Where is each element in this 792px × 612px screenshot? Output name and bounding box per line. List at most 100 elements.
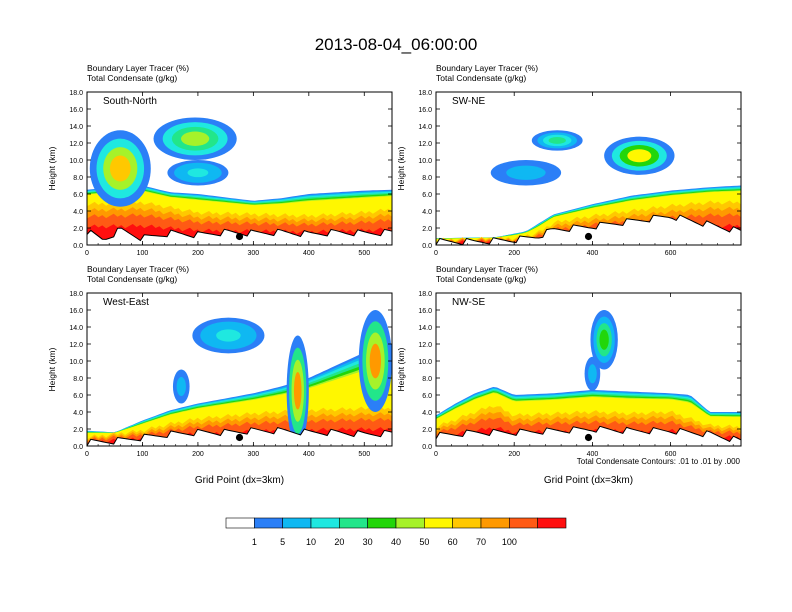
plot-area	[436, 310, 741, 446]
xtick-label: 300	[248, 250, 260, 257]
colorbar-label: 10	[306, 537, 316, 547]
ytick-label: 0.0	[422, 243, 432, 250]
colorbar-swatch	[424, 517, 453, 529]
y-axis-label: Height (km)	[396, 347, 406, 391]
ytick-label: 2.0	[422, 427, 432, 434]
ytick-label: 4.0	[422, 410, 432, 417]
colorbar-swatch	[225, 517, 255, 529]
panel-frame	[86, 91, 393, 246]
ytick-label: 8.0	[422, 175, 432, 182]
colorbar-label: 30	[363, 537, 373, 547]
ytick-label: 6.0	[422, 393, 432, 400]
panel-frame	[435, 91, 742, 246]
ytick-label: 4.0	[73, 410, 83, 417]
xtick-label: 0	[85, 250, 89, 257]
ytick-label: 18.0	[69, 90, 83, 97]
xtick-label: 400	[587, 451, 599, 458]
y-axis-label: Height (km)	[47, 347, 57, 391]
colorbar-label: 20	[334, 537, 344, 547]
plot-area	[87, 310, 392, 446]
panel-frame	[435, 292, 742, 447]
ytick-label: 14.0	[69, 124, 83, 131]
ytick-label: 10.0	[69, 158, 83, 165]
location-marker	[584, 433, 593, 442]
location-marker	[584, 232, 593, 241]
ytick-label: 2.0	[73, 427, 83, 434]
header-line2: Total Condensate (g/kg)	[87, 274, 177, 284]
xtick-label: 300	[248, 451, 260, 458]
panel-label: NW-SE	[452, 297, 485, 308]
terrain-line	[436, 214, 741, 245]
panel-label: West-East	[103, 297, 149, 308]
panel-0: South-North Boundary Layer Tracer (%)Tota…	[47, 63, 393, 257]
ytick-label: 18.0	[418, 291, 432, 298]
colorbar-swatch	[395, 517, 425, 529]
header-line2: Total Condensate (g/kg)	[436, 274, 526, 284]
ytick-label: 16.0	[69, 107, 83, 114]
header-line2: Total Condensate (g/kg)	[436, 73, 526, 83]
ytick-label: 18.0	[69, 291, 83, 298]
ytick-label: 6.0	[73, 192, 83, 199]
x-axis-label: Grid Point (dx=3km)	[544, 475, 633, 486]
xtick-label: 500	[358, 250, 370, 257]
terrain-line	[87, 427, 392, 446]
xtick-label: 0	[434, 451, 438, 458]
colorbar-swatch	[452, 517, 482, 529]
colorbar-swatch	[537, 517, 567, 529]
ytick-label: 16.0	[69, 308, 83, 315]
ytick-label: 6.0	[73, 393, 83, 400]
colorbar-swatch	[509, 517, 538, 529]
ytick-label: 8.0	[422, 376, 432, 383]
xtick-label: 200	[192, 250, 204, 257]
ytick-label: 8.0	[73, 175, 83, 182]
header-line1: Boundary Layer Tracer (%)	[436, 63, 538, 73]
panel-label: SW-NE	[452, 96, 485, 107]
ytick-label: 12.0	[418, 342, 432, 349]
xtick-label: 0	[434, 250, 438, 257]
xtick-label: 600	[665, 451, 677, 458]
header-line1: Boundary Layer Tracer (%)	[436, 264, 538, 274]
cloud-2-ring-3	[548, 136, 566, 144]
ytick-label: 4.0	[73, 209, 83, 216]
figure-title: 2013-08-04_06:00:00	[315, 35, 478, 54]
colorbar-label: 50	[419, 537, 429, 547]
terrain-line	[436, 425, 741, 443]
xtick-label: 500	[358, 451, 370, 458]
colorbar-swatch	[367, 517, 397, 529]
cloud-0-ring-3	[599, 329, 609, 350]
ytick-label: 10.0	[69, 359, 83, 366]
colorbar-swatch	[254, 517, 283, 529]
ytick-label: 2.0	[422, 226, 432, 233]
cloud-1-ring-3	[180, 131, 210, 146]
xtick-label: 200	[192, 451, 204, 458]
ytick-label: 6.0	[422, 192, 432, 199]
panel-2: West-East Boundary Layer Tracer (%)Total …	[47, 264, 393, 486]
location-marker	[235, 433, 244, 442]
terrain-fill	[436, 215, 741, 245]
ytick-label: 14.0	[418, 325, 432, 332]
ytick-label: 18.0	[418, 90, 432, 97]
ytick-label: 12.0	[69, 342, 83, 349]
cloud-1-ring-3	[589, 367, 596, 380]
xtick-label: 200	[508, 451, 520, 458]
xtick-label: 400	[303, 451, 315, 458]
ytick-label: 4.0	[422, 209, 432, 216]
ytick-label: 8.0	[73, 376, 83, 383]
xtick-label: 100	[137, 250, 149, 257]
ytick-label: 0.0	[73, 444, 83, 451]
xtick-label: 200	[508, 250, 520, 257]
contour-note: Total Condensate Contours: .01 to .01 by…	[577, 457, 741, 466]
colorbar-label: 70	[476, 537, 486, 547]
ytick-label: 16.0	[418, 107, 432, 114]
ytick-label: 14.0	[69, 325, 83, 332]
cloud-3-ring-3	[178, 380, 185, 393]
ytick-label: 2.0	[73, 226, 83, 233]
ytick-label: 0.0	[73, 243, 83, 250]
y-axis-label: Height (km)	[396, 146, 406, 190]
colorbar-label: 100	[502, 537, 517, 547]
panel-label: South-North	[103, 96, 157, 107]
x-axis-label: Grid Point (dx=3km)	[195, 475, 284, 486]
ytick-label: 12.0	[69, 141, 83, 148]
colorbar: 1 5 10 20 30 40 50 60 70 100	[225, 517, 567, 547]
